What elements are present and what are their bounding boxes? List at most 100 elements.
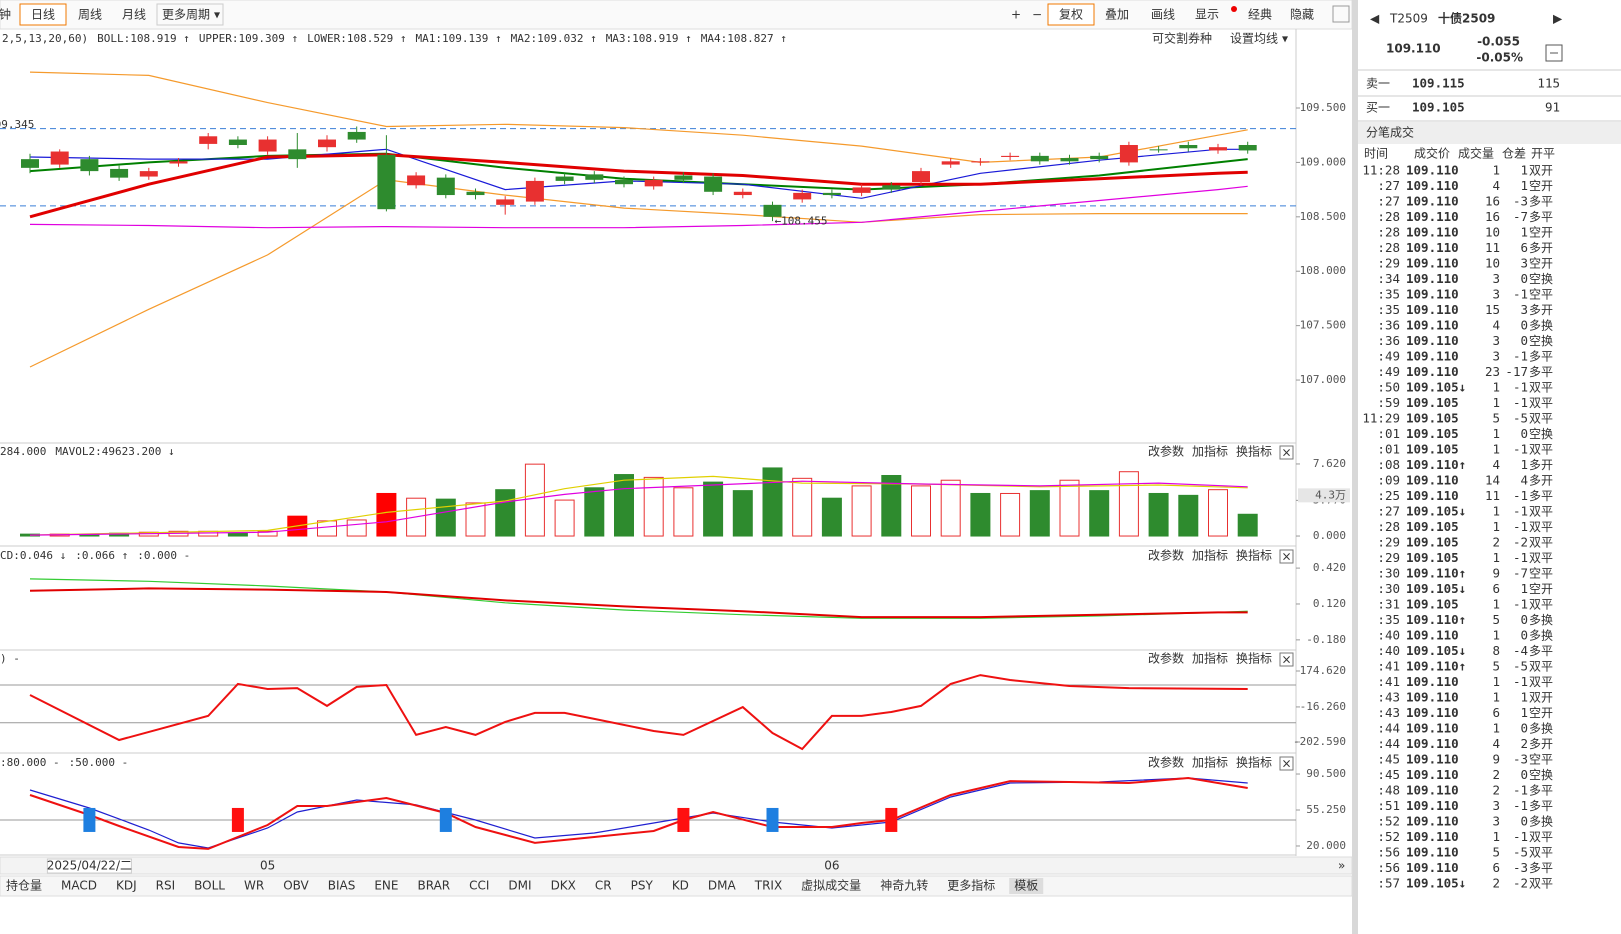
trade-volume: 16 [1485,194,1500,209]
tool-button[interactable]: − [1032,8,1042,22]
indicator-tab[interactable]: CCI [469,879,489,893]
panel-button[interactable]: 改参数 [1148,651,1184,666]
panel-button[interactable]: 加指标 [1192,444,1228,459]
indicator-tab[interactable]: DMA [708,879,737,893]
trade-type: 多平 [1529,489,1553,503]
period-tab[interactable]: 更多周期 [162,8,210,22]
trade-time: :59 [1377,395,1400,410]
indicator-line [29,587,1248,619]
panel-button[interactable]: 加指标 [1192,651,1228,666]
trade-price: 109.105 [1406,597,1459,612]
volume-bar [821,497,842,537]
close-button[interactable] [1279,756,1294,771]
candle-body [377,154,396,210]
trade-type: 多换 [1529,613,1553,627]
notify-dot [1231,6,1237,12]
trade-price: 109.110 [1406,318,1459,333]
trade-type: 空换 [1529,272,1553,286]
indicator-tab[interactable]: BOLL [194,879,225,893]
indicator-tab[interactable]: DMI [508,879,531,893]
legend-right[interactable]: 设置均线 [1230,32,1278,46]
trade-type: 多换 [1529,629,1553,643]
indicator-tab[interactable]: PSY [631,879,654,893]
period-tab[interactable]: 日线 [31,8,55,22]
y-tick-label: 109.500 [1300,101,1346,114]
legend-item: MA1:109.139 ↑ [416,32,502,45]
indicator-tab[interactable]: DKX [551,879,576,893]
indicator-tab[interactable]: BIAS [328,879,356,893]
indicator-tab[interactable]: CR [595,879,612,893]
volume-bar [703,481,724,537]
next-icon[interactable]: ▶ [1553,12,1563,26]
trade-type: 双平 [1529,551,1553,565]
trade-type: 双平 [1529,505,1553,519]
indicator-tab[interactable]: 持仓量 [6,878,42,893]
collapse-button[interactable] [1545,44,1563,62]
trade-volume: 1 [1492,628,1500,643]
indicator-tab[interactable]: OBV [283,879,309,893]
period-tab[interactable]: 周线 [78,8,102,22]
fullscreen-button[interactable] [1332,5,1350,23]
panel-button[interactable]: 加指标 [1192,548,1228,563]
trade-type: 空开 [1529,226,1553,240]
tool-button[interactable]: + [1011,8,1021,22]
indicator-tab[interactable]: ENE [374,879,398,893]
indicator-tab[interactable]: BRAR [417,879,450,893]
scroll-icon[interactable]: » [1338,859,1345,873]
candle-body [318,139,336,148]
panel-button[interactable]: 加指标 [1192,755,1228,770]
panel-button[interactable]: 换指标 [1236,755,1272,770]
panel-button[interactable]: 换指标 [1236,651,1272,666]
prev-icon[interactable]: ◀ [1370,12,1380,26]
legend-right[interactable]: 可交割券种 [1152,31,1212,46]
indicator-tab[interactable]: RSI [156,879,176,893]
close-button[interactable] [1279,445,1294,460]
splitter[interactable] [1352,0,1358,934]
period-tab[interactable]: 月线 [122,8,146,22]
panel-button[interactable]: 改参数 [1148,548,1184,563]
close-button[interactable] [1279,652,1294,667]
indicator-tab[interactable]: 更多指标 [947,878,995,893]
trade-price: 109.105↓ [1406,380,1466,395]
x-axis-label: 06 [824,859,839,873]
indicator-tab[interactable]: WR [244,879,264,893]
tool-button[interactable]: 显示 [1195,8,1219,22]
panel-button[interactable]: 改参数 [1148,755,1184,770]
indicator-tab[interactable]: KD [672,879,689,893]
tool-button[interactable]: 画线 [1151,8,1175,22]
trade-type: 空换 [1529,427,1553,441]
price-annotation: 109.345 [0,118,34,131]
trade-volume: 3 [1492,349,1500,364]
trade-oi: -7 [1513,209,1528,224]
tool-button[interactable]: 经典 [1248,8,1272,22]
indicator-tab[interactable]: TRIX [754,879,782,893]
panel-button[interactable]: 换指标 [1236,548,1272,563]
panel-button[interactable]: 换指标 [1236,444,1272,459]
tool-button[interactable]: 复权 [1059,8,1083,22]
trade-time: :29 [1377,535,1400,550]
trades-title: 分笔成交 [1366,125,1414,140]
tool-button[interactable]: 叠加 [1105,8,1129,22]
volume-bar [881,474,902,537]
trade-time: :36 [1377,333,1400,348]
close-button[interactable] [1279,549,1294,564]
legend-item: BOLL:108.919 ↑ [97,32,190,45]
volume-bar [524,463,545,537]
tool-button[interactable]: 隐藏 [1290,8,1314,22]
trade-time: 11:29 [1362,411,1400,426]
indicator-tab[interactable]: KDJ [116,879,137,893]
trade-type: 多开 [1529,241,1553,255]
candle-body [733,191,752,196]
indicator-tab[interactable]: 神奇九转 [880,878,928,893]
trade-time: :29 [1377,550,1400,565]
volume-bar [792,477,813,537]
candle-body [139,171,158,177]
indicator-tab[interactable]: 模板 [1014,879,1038,893]
candle-body [1179,144,1198,149]
panel-button[interactable]: 改参数 [1148,444,1184,459]
indicator-tab[interactable]: 虚拟成交量 [801,878,861,893]
signal-marker [83,807,96,832]
period-more-box [156,3,224,26]
indicator-tab[interactable]: MACD [61,879,97,893]
